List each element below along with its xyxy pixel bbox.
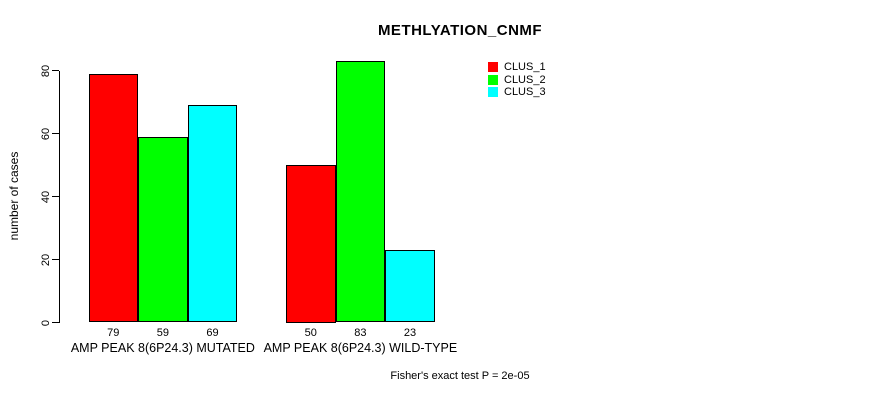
y-axis-tick-label: 0	[40, 319, 52, 326]
y-axis-tick	[51, 69, 59, 72]
bar-value-label: 83	[354, 327, 367, 339]
bar-clus_3-group1	[187, 105, 238, 323]
y-axis-tick-label: 20	[40, 253, 52, 266]
bar-value-label: 59	[156, 327, 170, 339]
legend-label: CLUS_1	[504, 61, 546, 74]
fisher-test-annotation: Fisher's exact test P = 2e-05	[390, 370, 530, 382]
bar-value-label: 79	[107, 327, 120, 339]
bar-value-label: 23	[403, 327, 417, 339]
bar-clus_2-group2	[335, 61, 386, 323]
y-axis-line	[58, 70, 60, 323]
bar-value-label: 50	[304, 327, 317, 339]
bar-value-label: 69	[206, 327, 219, 339]
legend-swatch	[488, 86, 498, 97]
bar-clus_1-group2	[286, 165, 336, 323]
y-axis-label: number of cases	[7, 151, 21, 241]
legend-item-clus_3: CLUS_3	[488, 86, 546, 98]
y-axis-tick	[51, 321, 59, 324]
bar-clus_3-group2	[385, 250, 435, 323]
y-axis-tick-label: 60	[40, 127, 52, 140]
y-axis-tick	[51, 258, 59, 261]
bar-clus_1-group1	[88, 73, 139, 323]
y-axis-tick-label: 80	[40, 64, 52, 77]
legend-item-clus_2: CLUS_2	[488, 73, 546, 86]
x-category-label: AMP PEAK 8(6P24.3) MUTATED	[70, 341, 255, 355]
legend-item-clus_1: CLUS_1	[488, 61, 546, 73]
legend-label: CLUS_3	[504, 85, 546, 98]
legend-swatch	[488, 62, 498, 73]
y-axis-tick	[51, 132, 59, 135]
legend-label: CLUS_2	[504, 73, 546, 86]
y-axis-tick	[51, 195, 59, 198]
bar-clus_2-group1	[138, 136, 188, 323]
chart-legend: CLUS_1 CLUS_2 CLUS_3	[488, 61, 546, 98]
legend-swatch	[488, 74, 498, 85]
chart-title: METHLYATION_CNMF	[377, 22, 543, 39]
x-category-label: AMP PEAK 8(6P24.3) WILD-TYPE	[263, 341, 458, 355]
y-axis-tick-label: 40	[40, 190, 52, 203]
